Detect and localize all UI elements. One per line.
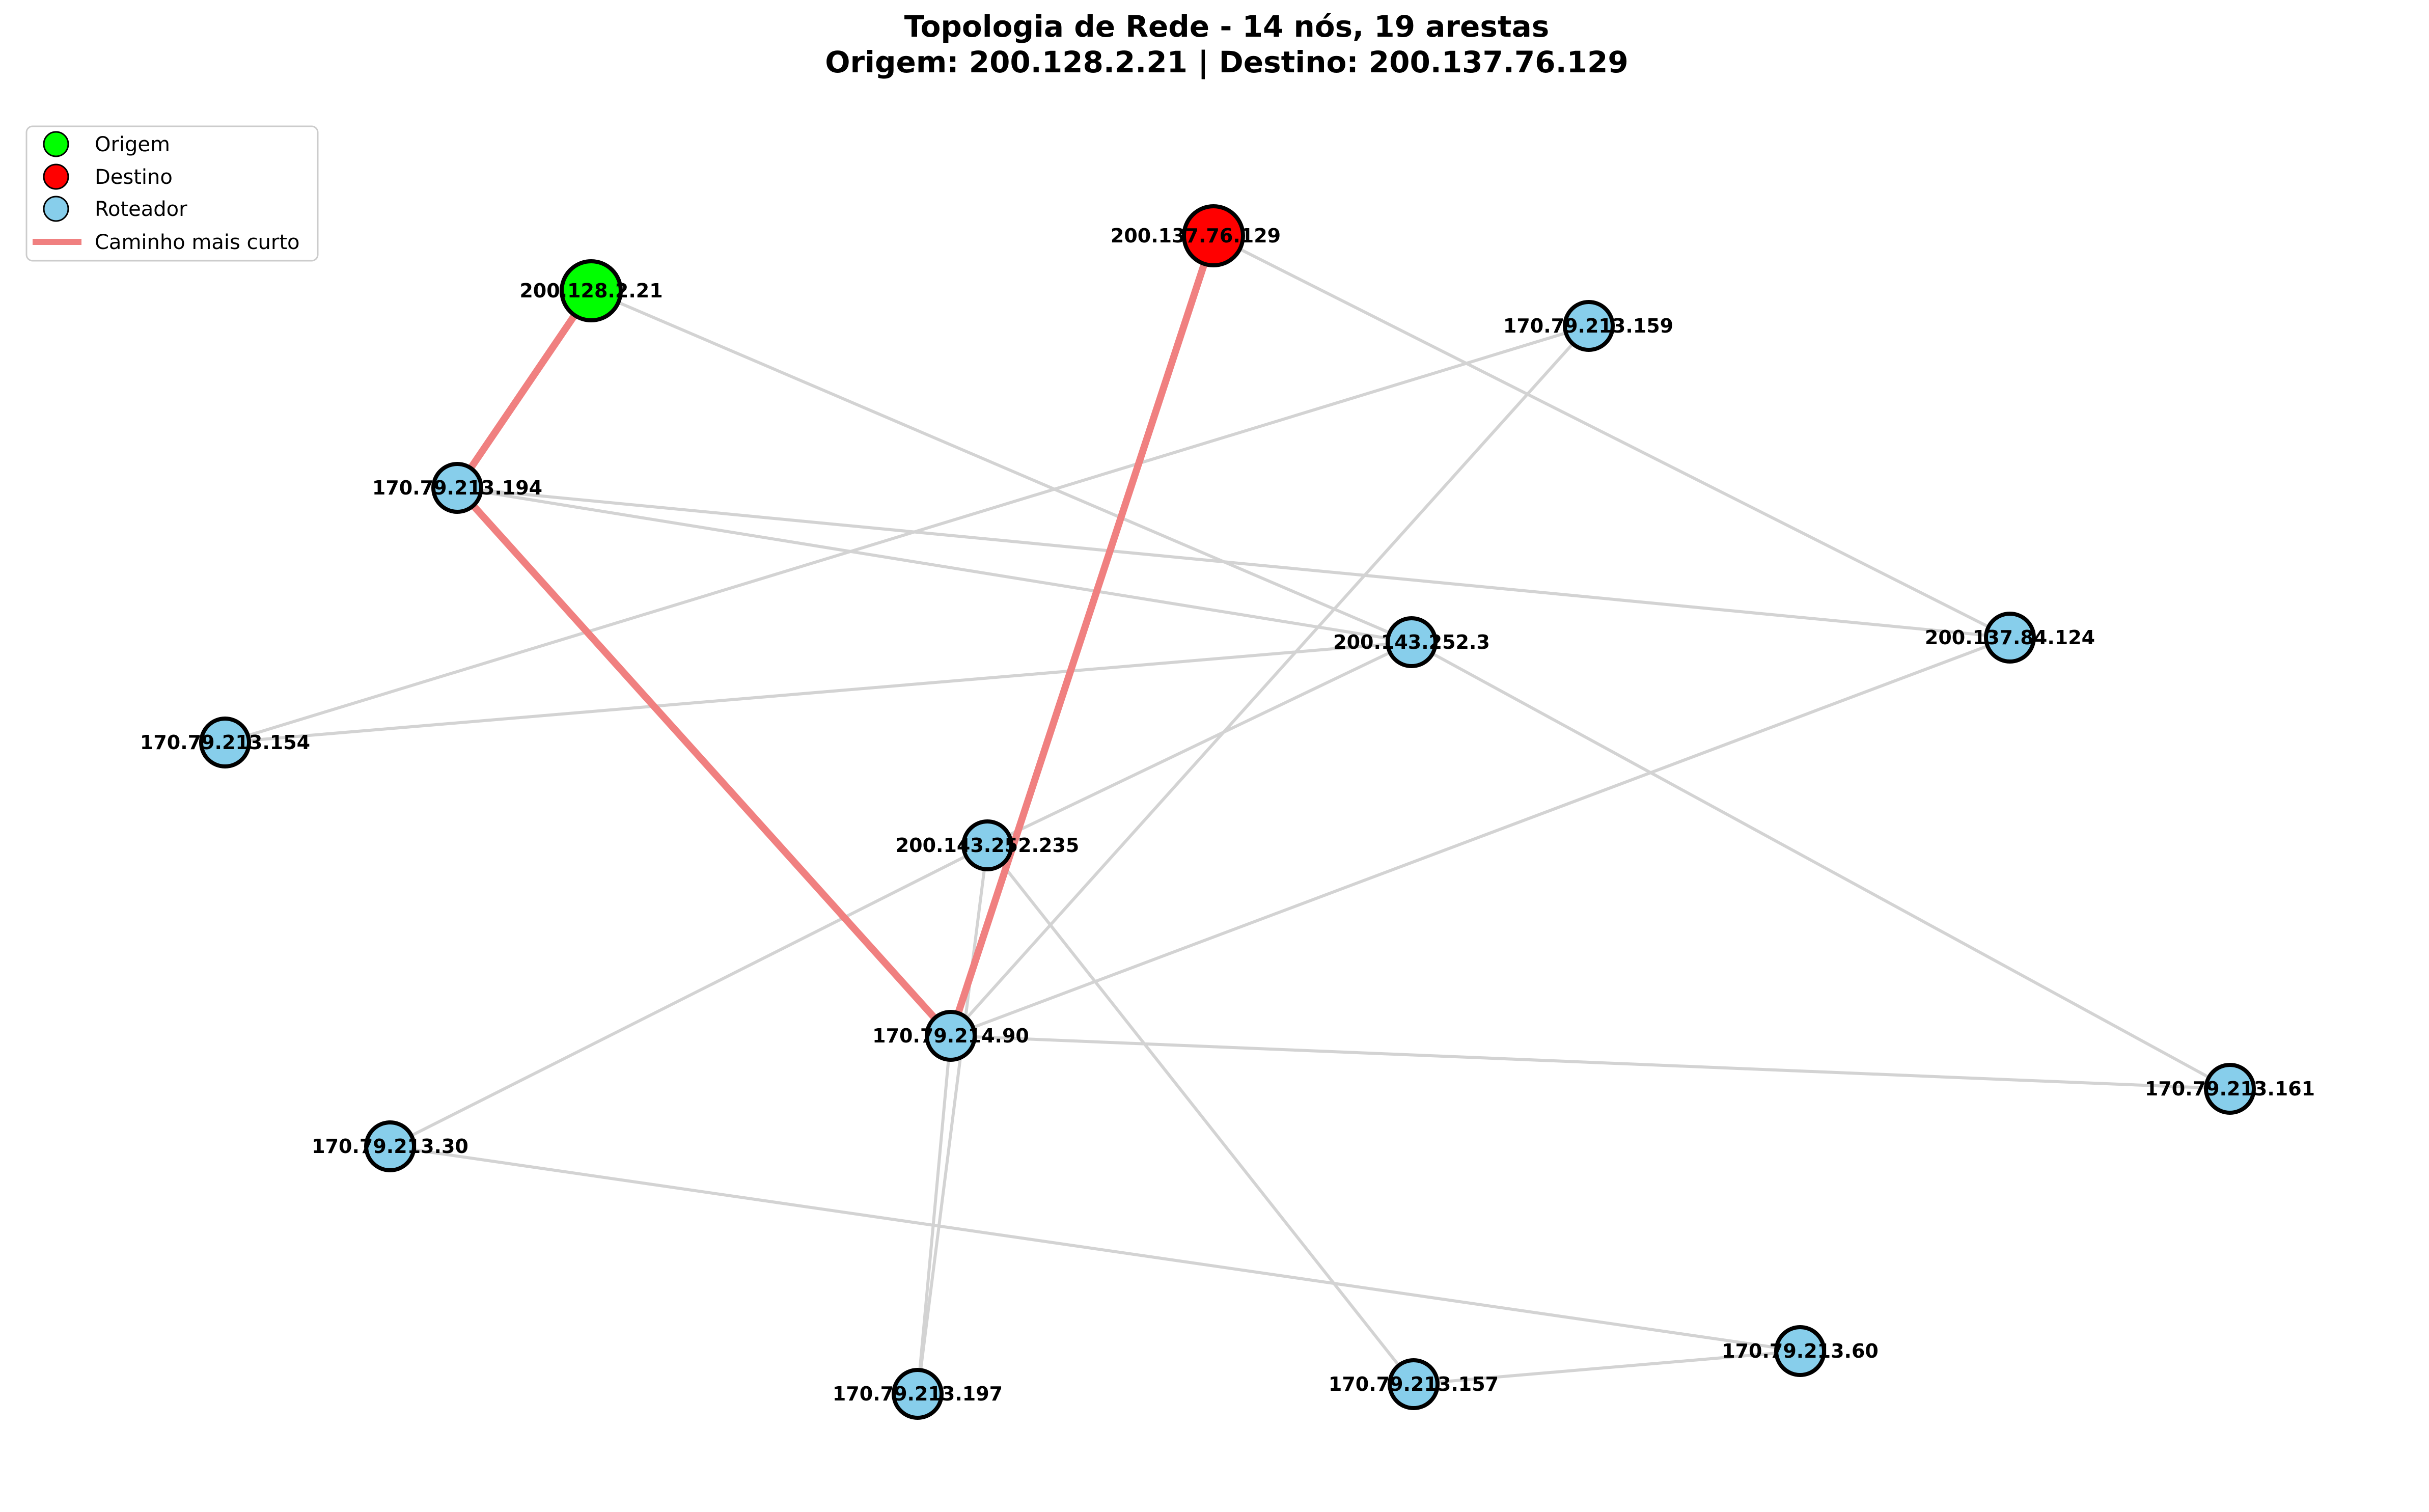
edge-200-137-76-129--200-137-84-124 (1212, 234, 2011, 639)
shortest-path-edge-170-79-213-194--170-79-214-90 (454, 484, 954, 1039)
edge-170-79-214-90--170-79-213-197 (916, 1034, 952, 1395)
edge-200-143-252-3--170-79-213-161 (1410, 641, 2231, 1090)
destination-node-200-137-76-129[interactable] (1182, 204, 1245, 267)
legend-destination-marker (43, 163, 69, 190)
shortest-path-edge-200-128-2-21--170-79-213-194 (454, 287, 595, 491)
node-label-200-143-252-235: 200.143.252.235 (896, 834, 1080, 857)
legend-destination-label: Destino (95, 166, 173, 189)
router-node-170-79-214-90[interactable] (925, 1010, 977, 1062)
node-label-170-79-213-161: 170.79.213.161 (2145, 1078, 2315, 1100)
legend-origin-marker (43, 131, 69, 157)
node-label-170-79-213-60: 170.79.213.60 (1722, 1340, 1879, 1362)
node-label-170-79-213-194: 170.79.213.194 (372, 477, 542, 499)
node-label-170-79-213-159: 170.79.213.159 (1503, 315, 1673, 337)
legend-item-destination: Destino (43, 163, 173, 190)
router-node-170-79-213-197[interactable] (892, 1368, 944, 1420)
legend-item-router: Roteador (43, 196, 187, 222)
edge-170-79-213-159--170-79-214-90 (949, 324, 1590, 1037)
node-labels-layer: 200.128.2.21 200.137.76.129 170.79.213.159… (140, 225, 2315, 1405)
router-node-170-79-213-154[interactable] (199, 717, 251, 768)
edge-170-79-213-30--170-79-213-60 (389, 1145, 1802, 1353)
edge-200-143-252-235--170-79-213-30 (389, 844, 989, 1148)
shortest-path-layer (454, 232, 1217, 1039)
edge-200-137-84-124--170-79-214-90 (949, 636, 2011, 1037)
node-label-170-79-213-197: 170.79.213.197 (833, 1383, 1003, 1405)
legend-origin-label: Origem (95, 133, 170, 156)
router-node-170-79-213-194[interactable] (431, 462, 483, 514)
legend-shortest-path-label: Caminho mais curto (95, 231, 300, 254)
edge-170-79-213-159--170-79-213-154 (224, 324, 1590, 744)
router-node-170-79-213-161[interactable] (2204, 1063, 2256, 1115)
legend-item-origin: Origem (43, 131, 170, 157)
nodes-layer (199, 204, 2256, 1420)
node-label-170-79-213-30: 170.79.213.30 (312, 1135, 468, 1158)
legend-router-marker (43, 196, 69, 222)
legend-item-shortest-path: Caminho mais curto (33, 231, 300, 254)
edge-200-143-252-235--170-79-213-197 (916, 844, 989, 1395)
node-label-200-143-252-3: 200.143.252.3 (1333, 631, 1490, 653)
edge-170-79-213-194--200-143-252-3 (456, 486, 1413, 644)
router-node-200-137-84-124[interactable] (1984, 612, 2036, 664)
edge-170-79-213-157--170-79-213-60 (1412, 1350, 1802, 1386)
node-label-200-137-84-124: 200.137.84.124 (1925, 626, 2095, 649)
edge-170-79-214-90--170-79-213-161 (949, 1034, 2231, 1090)
edge-170-79-213-154--200-143-252-3 (224, 641, 1413, 744)
node-label-170-79-213-154: 170.79.213.154 (140, 731, 310, 754)
legend: Origem Destino Roteador Caminho mais cur… (25, 125, 319, 262)
router-node-200-143-252-235[interactable] (961, 819, 1013, 871)
edges-layer (224, 234, 2231, 1395)
router-node-170-79-213-157[interactable] (1388, 1358, 1440, 1410)
edge-170-79-213-194--200-137-84-124 (456, 486, 2011, 639)
edge-200-143-252-235--170-79-213-157 (986, 844, 1415, 1386)
edge-200-128-2-21--200-143-252-3 (590, 289, 1413, 644)
legend-router-label: Roteador (95, 198, 187, 221)
router-node-170-79-213-30[interactable] (364, 1120, 416, 1172)
router-node-170-79-213-60[interactable] (1774, 1325, 1826, 1377)
chart-title-line-1: Topologia de Rede - 14 nós, 19 arestas (904, 9, 1550, 44)
shortest-path-edge-170-79-214-90--200-137-76-129 (947, 232, 1217, 1039)
router-node-170-79-213-159[interactable] (1563, 300, 1615, 352)
origin-node-200-128-2-21[interactable] (560, 259, 623, 322)
router-node-200-143-252-3[interactable] (1386, 616, 1438, 668)
chart-title-line-2: Origem: 200.128.2.21 | Destino: 200.137.… (825, 45, 1628, 79)
legend-frame (25, 125, 319, 262)
node-label-170-79-214-90: 170.79.214.90 (872, 1025, 1029, 1047)
node-label-200-128-2-21: 200.128.2.21 (519, 280, 663, 302)
node-label-170-79-213-157: 170.79.213.157 (1329, 1373, 1499, 1395)
node-label-200-137-76-129: 200.137.76.129 (1111, 225, 1281, 247)
edge-200-143-252-3--200-143-252-235 (986, 641, 1413, 847)
